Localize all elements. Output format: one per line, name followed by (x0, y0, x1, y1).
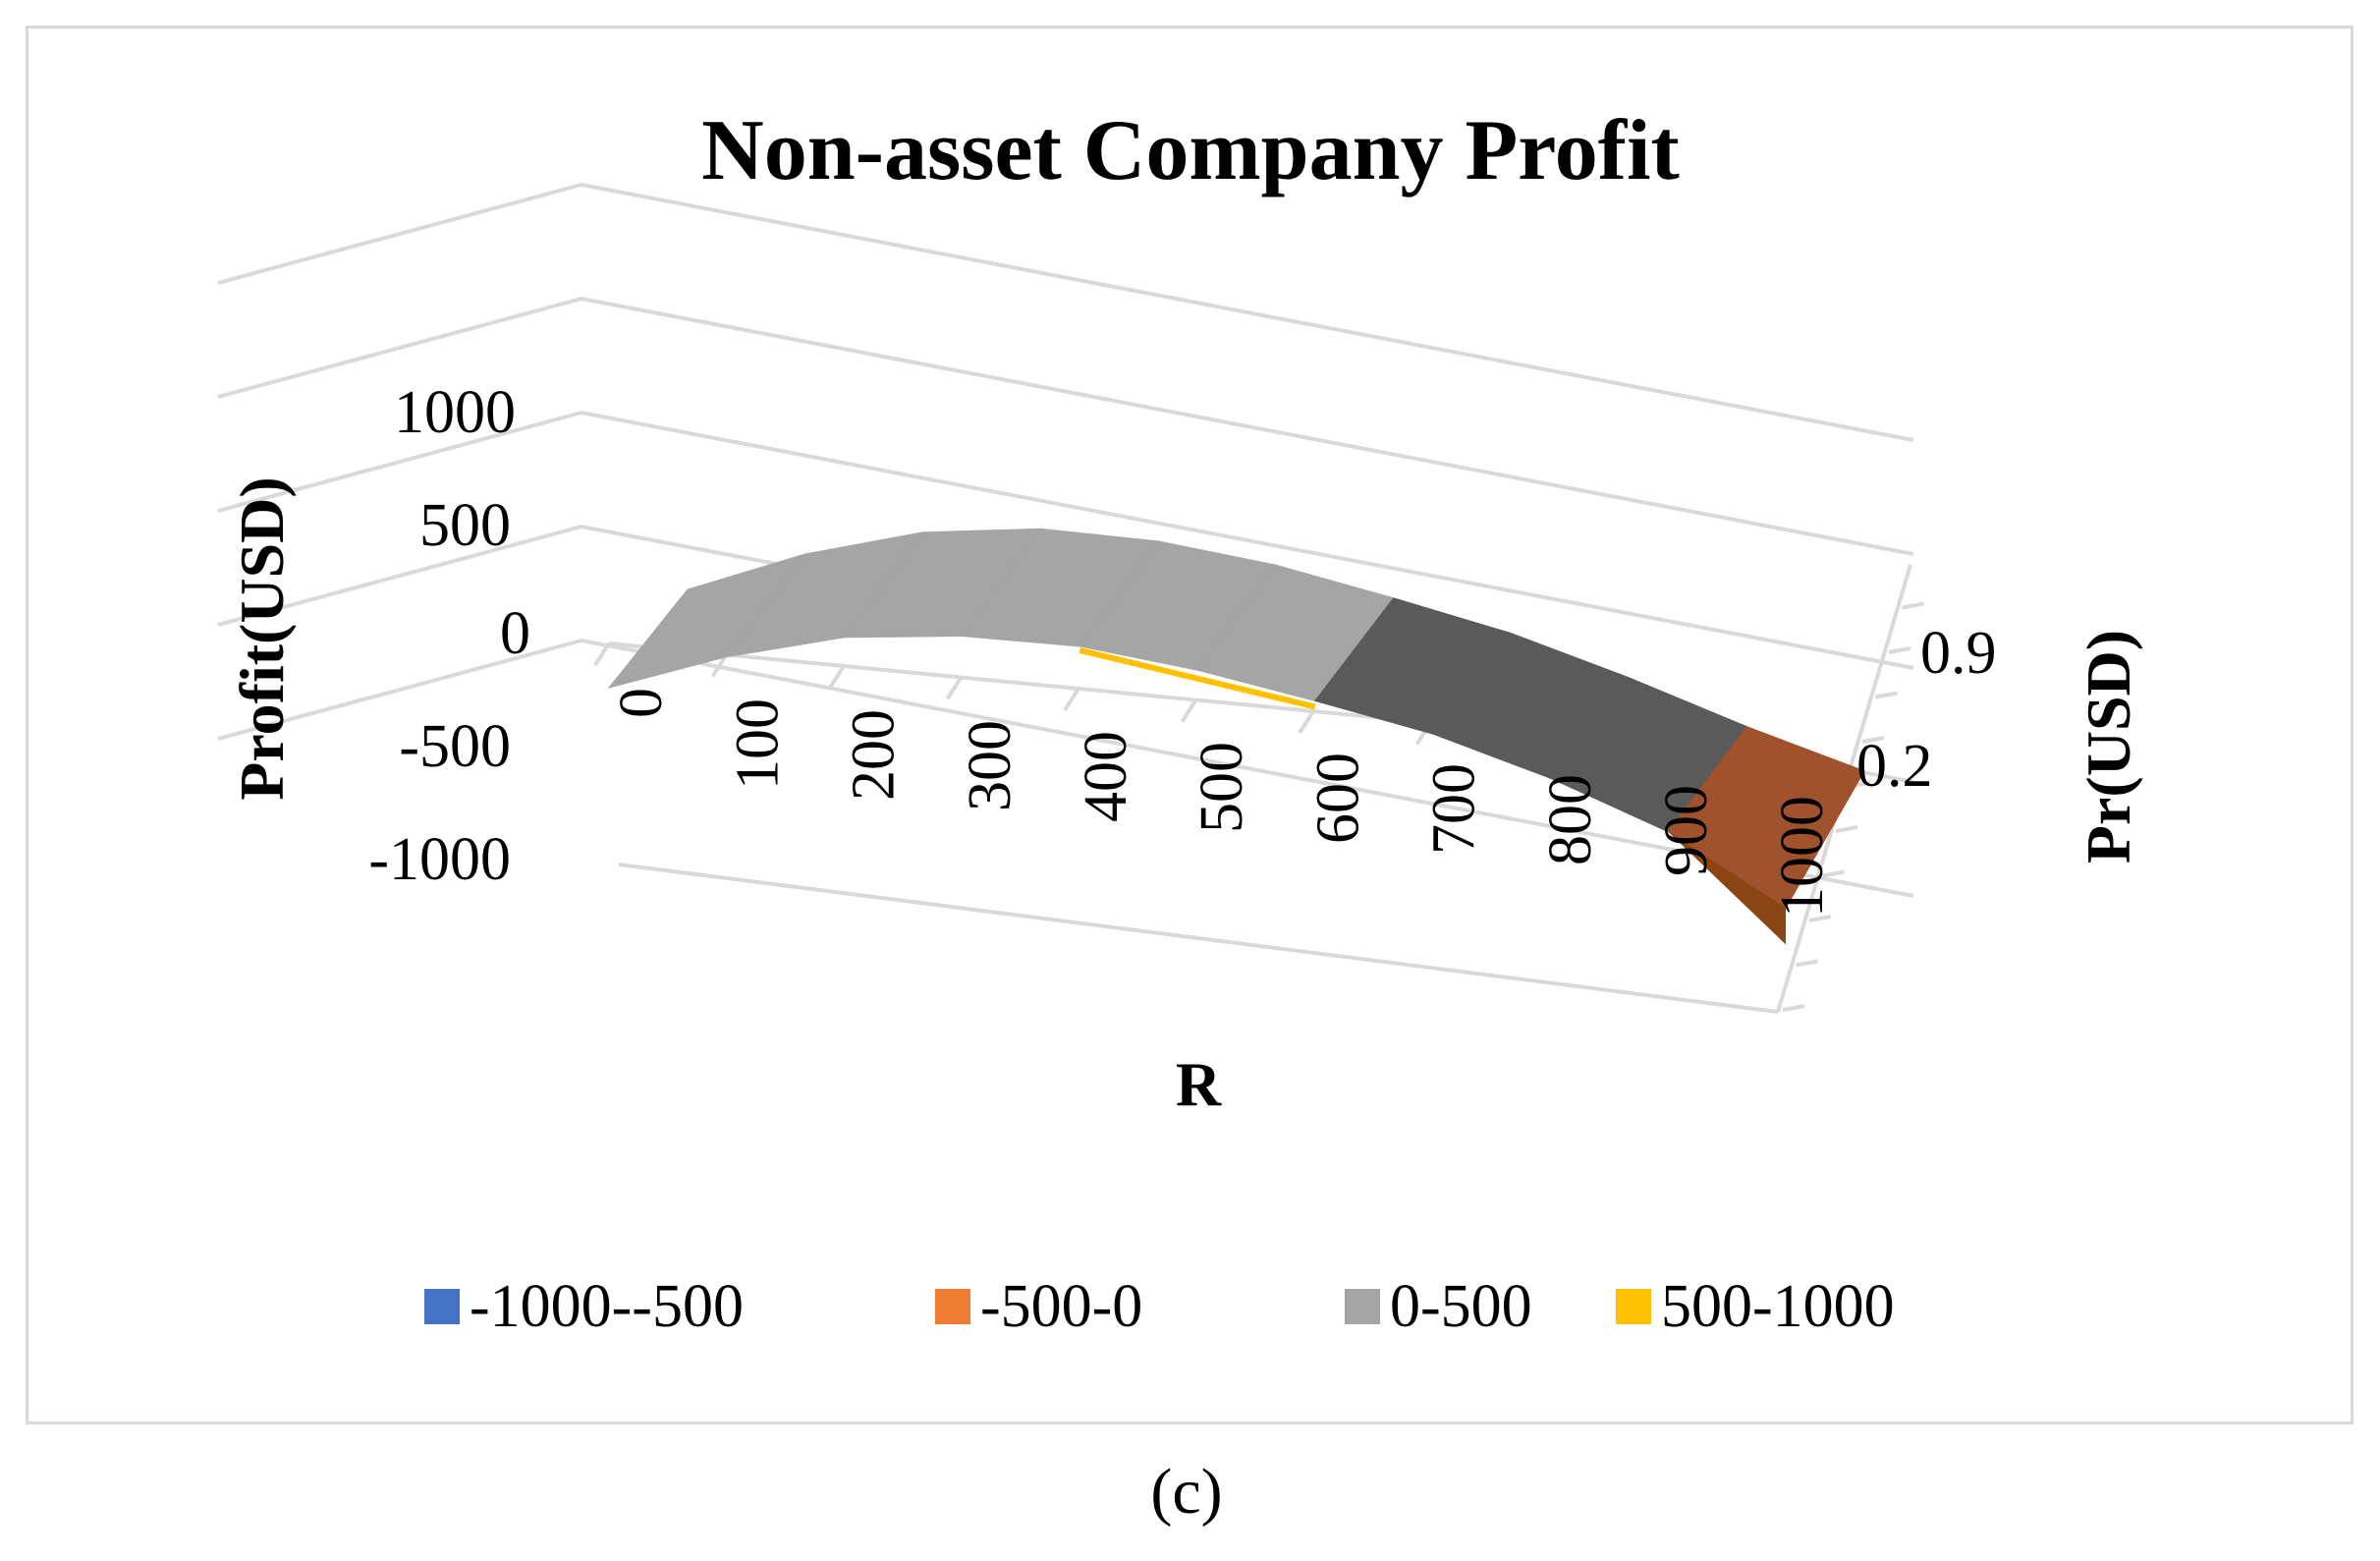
gridline-z (217, 638, 1914, 898)
x-tick-mark (945, 676, 964, 700)
gridline-z (217, 410, 1914, 670)
legend-item: -500-0 (935, 1273, 1142, 1340)
x-tick-mark (1063, 687, 1080, 712)
x-tick-label: 300 (957, 720, 1024, 811)
y-tick-mark (1835, 825, 1858, 833)
y-tick-mark (1888, 646, 1911, 654)
legend-swatch (1616, 1289, 1651, 1324)
x-axis-title: R (1176, 1049, 1222, 1119)
z-tick-label: -1000 (368, 826, 511, 893)
x-tick-mark (1180, 698, 1198, 723)
chart-title: Non-asset Company Profit (701, 103, 1680, 198)
y-tick-mark (1861, 736, 1885, 744)
y-tick-mark (1902, 601, 1924, 610)
z-tick-label: 0 (500, 600, 530, 667)
surface-patch-negative (1668, 831, 1786, 945)
y-tick-label: 0.9 (1920, 620, 1997, 687)
x-axis-ticks: 0 100 200 300 400 500 600 700 800 900 1000 (608, 688, 1836, 918)
legend-label: 0-500 (1390, 1273, 1532, 1340)
floor-front-edge (618, 863, 1779, 1014)
gridline-z (217, 182, 1914, 442)
x-tick-label: 1000 (1769, 796, 1836, 918)
y-axis-ticks: 0.2 0.9 (1856, 620, 1997, 800)
legend-swatch (935, 1289, 970, 1324)
x-tick-label: 600 (1304, 753, 1371, 844)
legend-label: -500-0 (980, 1273, 1142, 1340)
x-tick-label: 100 (724, 698, 791, 790)
figure-caption: (c) (1150, 1456, 1222, 1528)
y-tick-label: 0.2 (1856, 733, 1933, 800)
legend-item: 500-1000 (1616, 1273, 1895, 1340)
z-tick-label: -500 (399, 713, 511, 780)
chart-frame (26, 26, 2353, 1424)
y-tick-mark (1822, 869, 1845, 878)
surface-plot (607, 528, 1865, 945)
x-tick-label: 900 (1653, 785, 1720, 876)
gridline-z (217, 296, 1914, 556)
x-tick-mark (1298, 709, 1315, 735)
x-tick-label: 500 (1189, 742, 1255, 833)
z-axis-title: Profit(USD) (227, 476, 297, 800)
legend-item: 0-500 (1345, 1273, 1532, 1340)
surface-highlight (1079, 647, 1316, 710)
x-tick-label: 800 (1537, 774, 1604, 865)
z-axis-ticks: 1000 500 0 -500 -1000 (368, 379, 530, 893)
x-tick-mark (710, 653, 729, 678)
x-tick-label: 400 (1073, 731, 1139, 822)
z-tick-label: 500 (419, 492, 511, 559)
x-tick-mark (593, 641, 611, 667)
y-tick-mark (1796, 959, 1818, 968)
y-tick-mark (1808, 915, 1832, 922)
x-tick-label: 0 (608, 688, 675, 718)
legend-swatch (1345, 1289, 1380, 1324)
x-tick-label: 200 (841, 709, 908, 801)
y-tick-mark (1782, 1004, 1805, 1012)
y-tick-mark (1875, 691, 1898, 699)
legend-label: -1000--500 (470, 1273, 744, 1340)
legend-swatch (424, 1289, 460, 1324)
x-tick-mark (828, 664, 846, 690)
y-axis-title: Pr(USD) (2074, 630, 2143, 864)
x-tick-label: 700 (1421, 763, 1488, 855)
z-tick-label: 1000 (394, 379, 516, 446)
legend: -1000--500 -500-0 0-500 500-1000 (424, 1273, 1895, 1340)
legend-item: -1000--500 (424, 1273, 744, 1340)
legend-label: 500-1000 (1661, 1273, 1895, 1340)
